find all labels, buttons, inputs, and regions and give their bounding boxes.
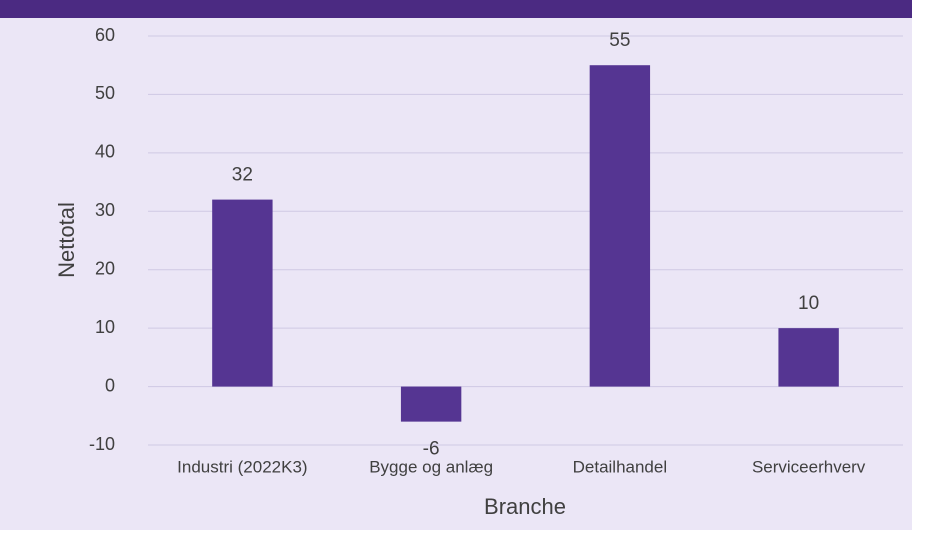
y-tick-label: 0 — [105, 375, 115, 395]
title-band — [0, 0, 912, 18]
bar — [212, 199, 273, 387]
data-label: -6 — [423, 439, 440, 460]
y-tick-label: 20 — [95, 258, 115, 278]
data-label: 32 — [232, 165, 253, 186]
y-tick-label: 60 — [95, 25, 115, 45]
bar — [778, 328, 839, 387]
y-axis-title: Nettotal — [54, 202, 79, 278]
x-tick-label: Detailhandel — [573, 457, 668, 476]
x-tick-label: Industri (2022K3) — [177, 457, 307, 476]
x-tick-label: Bygge og anlæg — [369, 457, 493, 476]
chart-background — [0, 0, 912, 530]
x-tick-label: Serviceerhverv — [752, 457, 866, 476]
bar — [589, 65, 651, 387]
y-tick-label: 50 — [95, 83, 115, 103]
data-label: 55 — [609, 30, 630, 51]
bar — [400, 386, 462, 422]
y-tick-label: -10 — [89, 434, 115, 454]
y-tick-label: 30 — [95, 200, 115, 220]
x-axis-title: Branche — [484, 494, 566, 519]
data-label: 10 — [798, 293, 819, 314]
y-tick-label: 40 — [95, 142, 115, 162]
y-tick-label: 10 — [95, 317, 115, 337]
